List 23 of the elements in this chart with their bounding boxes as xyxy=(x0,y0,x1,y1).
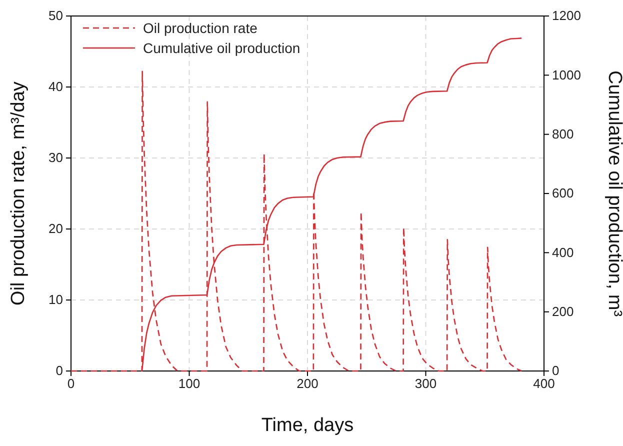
y2-tick-label: 600 xyxy=(552,186,574,201)
y-axis-title: Oil production rate, m³/day xyxy=(8,81,29,306)
x-tick-label: 300 xyxy=(414,376,437,392)
x-tick-label: 400 xyxy=(533,376,555,392)
y2-tick-label: 800 xyxy=(552,126,574,142)
y2-tick-label: 1200 xyxy=(552,8,581,24)
x-axis-title: Time, days xyxy=(261,415,354,436)
y-tick-label: 30 xyxy=(48,150,63,166)
y2-axis-title: Cumulative oil production, m³ xyxy=(604,70,623,317)
y-tick-label: 50 xyxy=(48,8,63,24)
y-tick-label: 40 xyxy=(48,79,63,94)
y2-tick-label: 400 xyxy=(552,244,574,260)
x-tick-label: 0 xyxy=(67,376,75,392)
y-tick-label: 0 xyxy=(56,363,63,378)
x-tick-label: 100 xyxy=(178,376,200,392)
y2-tick-label: 0 xyxy=(552,363,560,378)
y-tick-label: 10 xyxy=(48,292,63,308)
y2-tick-label: 200 xyxy=(552,304,574,319)
y2-tick-label: 1000 xyxy=(552,67,581,82)
y-tick-label: 20 xyxy=(48,221,63,236)
legend-label: Oil production rate xyxy=(143,20,258,36)
legend-label: Cumulative oil production xyxy=(143,40,300,56)
x-tick-label: 200 xyxy=(296,376,318,392)
